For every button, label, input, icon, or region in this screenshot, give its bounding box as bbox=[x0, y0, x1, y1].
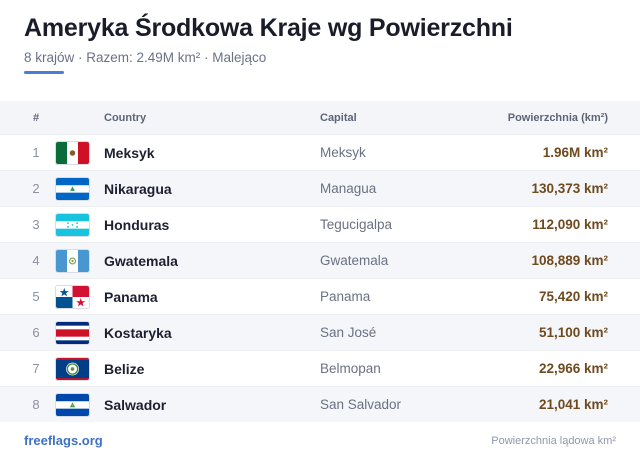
honduras-flag-icon bbox=[55, 213, 90, 237]
row-country: Gwatemala bbox=[104, 252, 178, 269]
row-capital: Belmopan bbox=[320, 361, 381, 376]
row-rank: 3 bbox=[32, 217, 40, 232]
row-capital: Panama bbox=[320, 289, 371, 304]
row-country: Meksyk bbox=[104, 144, 155, 161]
site-link[interactable]: freeflags.org bbox=[24, 433, 103, 448]
row-rank: 1 bbox=[32, 145, 40, 160]
page-footer: freeflags.org Powierzchnia lądowa km² bbox=[24, 433, 616, 448]
row-rank: 4 bbox=[32, 253, 40, 268]
countries-table: # Country Capital Powierzchnia (km²) 1 M… bbox=[0, 101, 640, 422]
page-header: Ameryka Środkowa Kraje wg Powierzchni 8 … bbox=[24, 12, 616, 74]
mexico-flag-icon bbox=[55, 141, 90, 165]
row-capital: Tegucigalpa bbox=[320, 217, 393, 232]
table-row[interactable]: 2 Nikaragua Managua 130,373 km² bbox=[0, 170, 640, 206]
footer-note: Powierzchnia lądowa km² bbox=[491, 434, 616, 447]
row-area: 75,420 km² bbox=[538, 289, 608, 304]
row-area: 22,966 km² bbox=[538, 361, 608, 376]
row-country: Nikaragua bbox=[104, 180, 172, 197]
panama-flag-icon bbox=[55, 285, 90, 309]
row-country: Belize bbox=[104, 360, 145, 377]
header-rank: # bbox=[32, 111, 40, 124]
table-header: # Country Capital Powierzchnia (km²) bbox=[0, 101, 640, 134]
row-rank: 7 bbox=[32, 361, 40, 376]
row-country: Honduras bbox=[104, 216, 170, 233]
table-row[interactable]: 4 Gwatemala Gwatemala 108,889 km² bbox=[0, 242, 640, 278]
header-capital[interactable]: Capital bbox=[320, 111, 357, 124]
row-capital: San Salvador bbox=[320, 397, 402, 412]
row-capital: Meksyk bbox=[320, 145, 366, 160]
row-rank: 6 bbox=[32, 325, 40, 340]
table-row[interactable]: 8 Salwador San Salvador 21,041 km² bbox=[0, 386, 640, 422]
table-row[interactable]: 1 Meksyk Meksyk 1.96M km² bbox=[0, 134, 640, 170]
el-salvador-flag-icon bbox=[55, 393, 90, 417]
row-capital: Gwatemala bbox=[320, 253, 389, 268]
row-area: 112,090 km² bbox=[532, 217, 608, 232]
table-row[interactable]: 3 Honduras Tegucigalpa 112,090 km² bbox=[0, 206, 640, 242]
table-row[interactable]: 5 Panama Panama 75,420 km² bbox=[0, 278, 640, 314]
row-capital: San José bbox=[320, 325, 377, 340]
header-area[interactable]: Powierzchnia (km²) bbox=[507, 111, 608, 124]
row-area: 21,041 km² bbox=[538, 397, 608, 412]
row-area: 51,100 km² bbox=[538, 325, 608, 340]
row-rank: 5 bbox=[32, 289, 40, 304]
page-subtitle: 8 krajów · Razem: 2.49M km² · Malejąco bbox=[24, 50, 267, 65]
row-country: Salwador bbox=[104, 396, 167, 413]
title-accent-bar bbox=[24, 71, 64, 74]
row-country: Panama bbox=[104, 288, 158, 305]
guatemala-flag-icon bbox=[55, 249, 90, 273]
nicaragua-flag-icon bbox=[55, 177, 90, 201]
row-area: 130,373 km² bbox=[531, 181, 608, 196]
header-country[interactable]: Country bbox=[104, 111, 147, 124]
row-rank: 8 bbox=[32, 397, 40, 412]
row-area: 108,889 km² bbox=[531, 253, 608, 268]
row-area: 1.96M km² bbox=[542, 145, 608, 160]
row-country: Kostaryka bbox=[104, 324, 172, 341]
page-title: Ameryka Środkowa Kraje wg Powierzchni bbox=[24, 14, 513, 42]
row-capital: Managua bbox=[320, 181, 377, 196]
table-row[interactable]: 7 Belize Belmopan 22,966 km² bbox=[0, 350, 640, 386]
table-row[interactable]: 6 Kostaryka San José 51,100 km² bbox=[0, 314, 640, 350]
costa-rica-flag-icon bbox=[55, 321, 90, 345]
row-rank: 2 bbox=[32, 181, 40, 196]
belize-flag-icon bbox=[55, 357, 90, 381]
